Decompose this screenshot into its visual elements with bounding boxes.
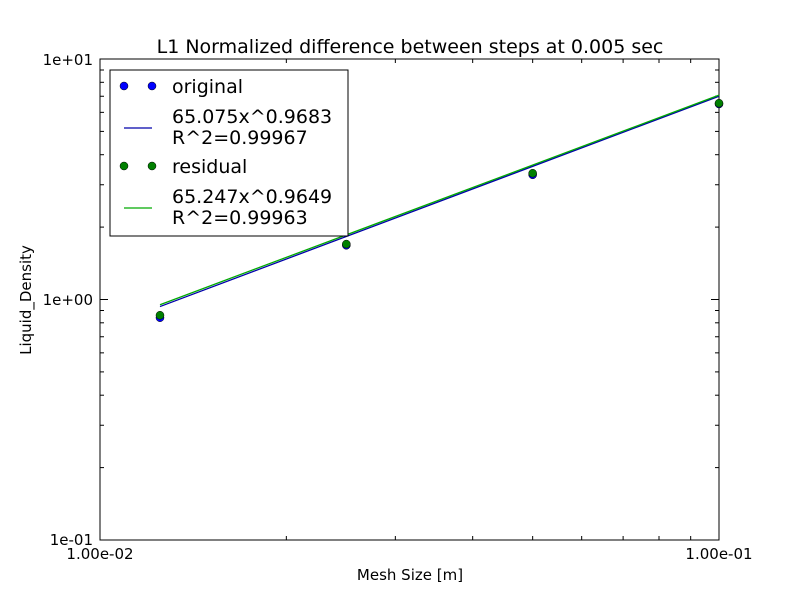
legend-marker-residual-1 (119, 161, 129, 171)
fit-line-1 (159, 94, 720, 306)
legend-label-residual: residual (172, 156, 247, 178)
x-axis-label: Mesh Size [m] (357, 566, 463, 584)
plot-area (99, 58, 724, 541)
chart-title: L1 Normalized difference between steps a… (157, 36, 664, 58)
legend-label-residual-fit: 65.247x^0.9649 R^2=0.99963 (172, 186, 338, 229)
x-tick-label-1: 1.00e-01 (685, 545, 752, 563)
x-tick-label-0: 1.00e-02 (66, 545, 133, 563)
data-points (155, 98, 724, 322)
legend-label-original-fit: 65.075x^0.9683 R^2=0.99967 (172, 106, 338, 149)
legend-marker-original-2 (147, 81, 157, 91)
y-tick-label-2: 1e+01 (43, 51, 93, 69)
legend-marker-original-1 (119, 81, 129, 91)
minor-ticks (99, 59, 719, 541)
y-axis-label: Liquid_Density (17, 245, 36, 355)
point-residual-3 (714, 98, 724, 108)
legend: original 65.075x^0.9683 R^2=0.99967 resi… (109, 69, 349, 237)
y-tick-label-1: 1e+00 (43, 291, 93, 309)
point-residual-1 (342, 239, 351, 249)
y-tick-label-0: 1e-01 (50, 531, 93, 549)
fit-lines (159, 94, 720, 308)
point-residual-0 (155, 311, 165, 320)
fit-line-0 (159, 95, 720, 308)
legend-label-original: original (172, 76, 243, 98)
point-residual-2 (528, 168, 537, 178)
legend-marker-residual-2 (147, 161, 157, 171)
